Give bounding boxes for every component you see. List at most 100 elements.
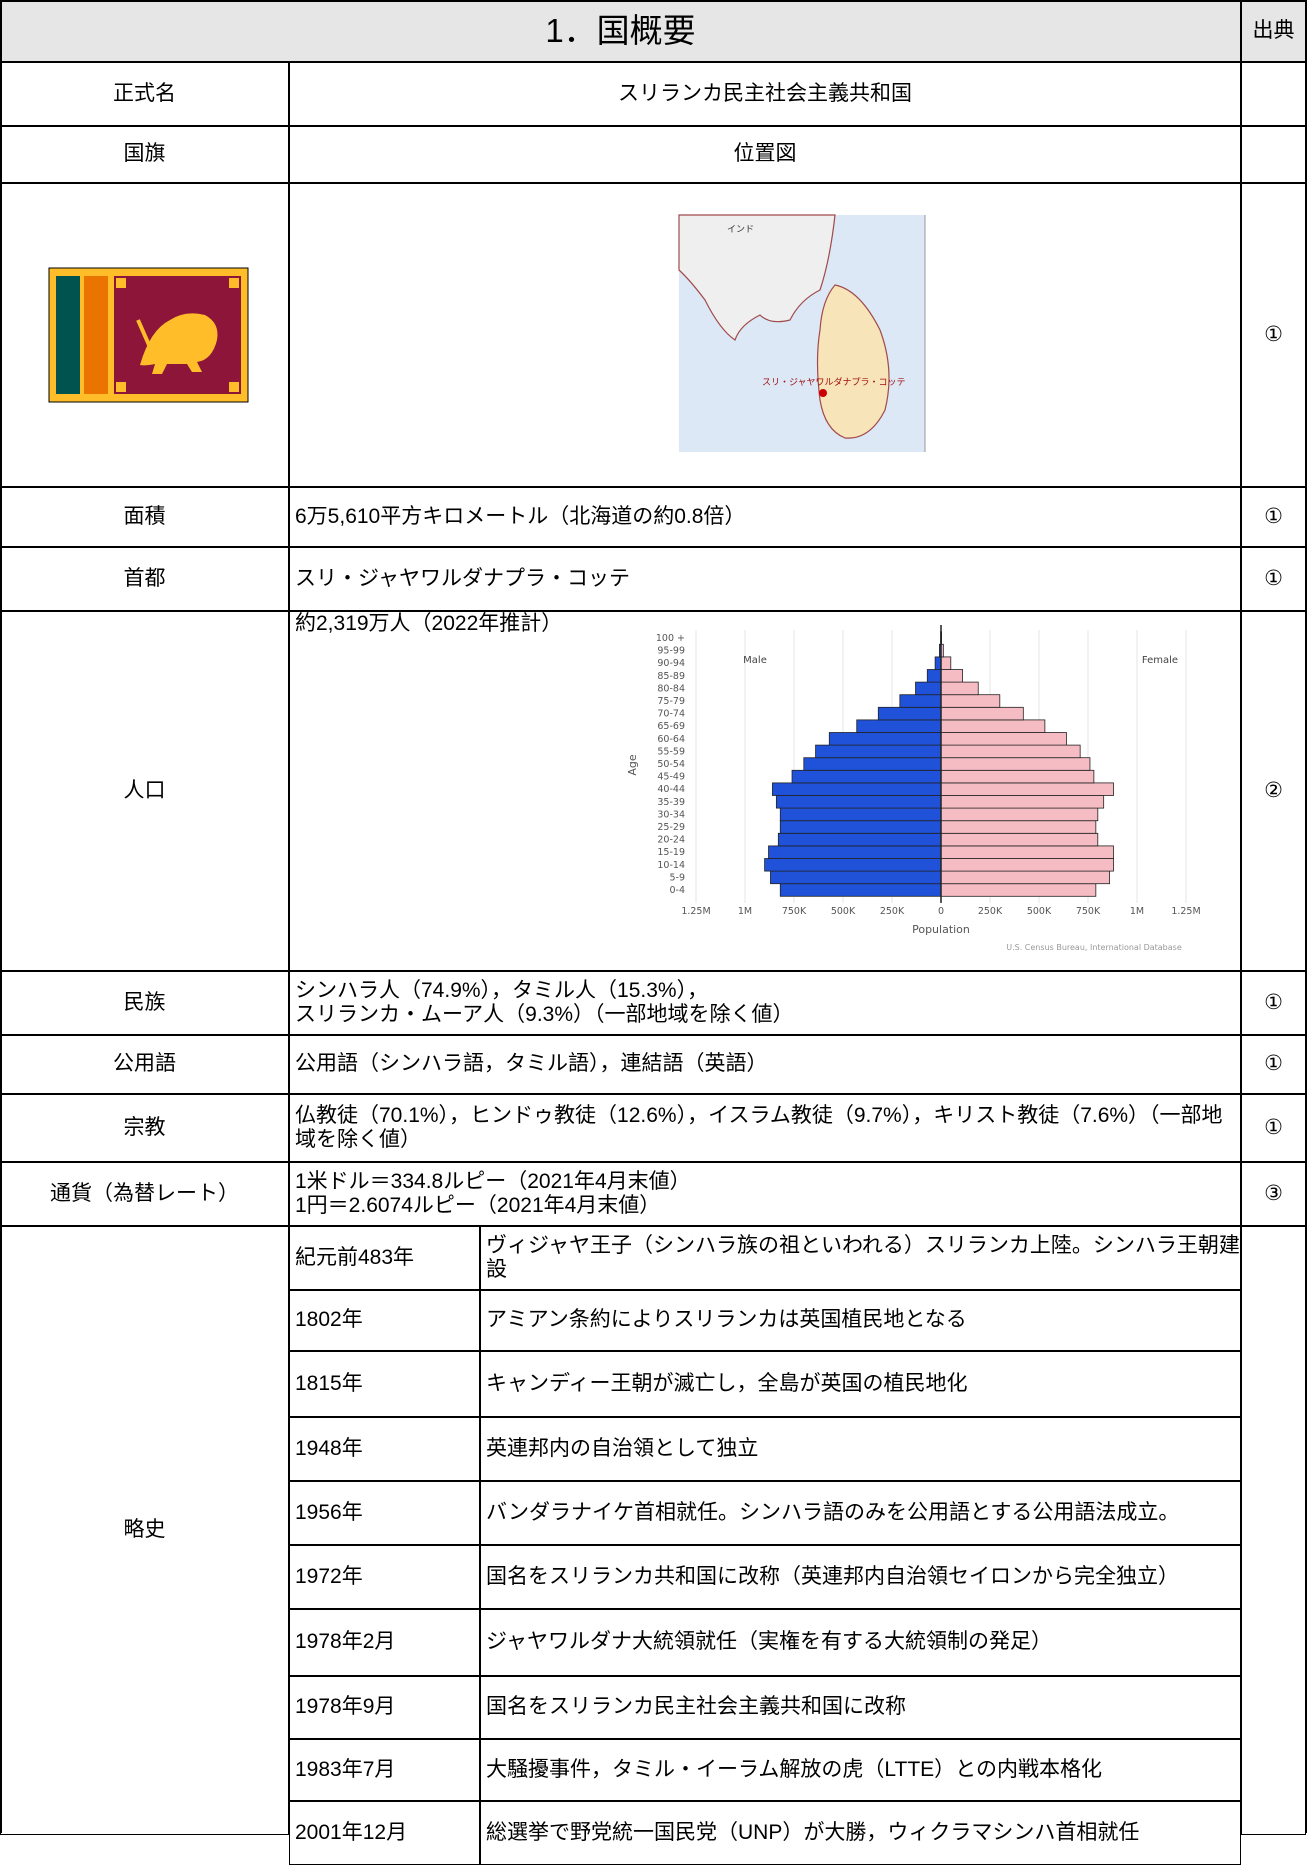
row-value: 位置図 bbox=[289, 126, 1241, 183]
history-event: ヴィジャヤ王子（シンハラ族の祖といわれる）スリランカ上陸。シンハラ王朝建設 bbox=[480, 1226, 1241, 1290]
row-label-text: 通貨（為替レート） bbox=[50, 1182, 239, 1206]
row-label-text: 略史 bbox=[124, 1518, 166, 1542]
history-date-text: 1948年 bbox=[295, 1437, 363, 1461]
history-date-text: 1956年 bbox=[295, 1501, 363, 1525]
row-value-text: スリランカ民主社会主義共和国 bbox=[618, 82, 912, 106]
title: 1．国概要 bbox=[0, 0, 1241, 62]
history-date-text: 1815年 bbox=[295, 1372, 363, 1396]
source bbox=[1241, 126, 1306, 183]
history-date-text: 1972年 bbox=[295, 1565, 363, 1589]
source-text: ① bbox=[1264, 567, 1283, 591]
history-event-text: 英連邦内の自治領として独立 bbox=[486, 1437, 758, 1461]
history-date-text: 1802年 bbox=[295, 1308, 363, 1332]
history-event-text: キャンディー王朝が滅亡し，全島が英国の植民地化 bbox=[486, 1372, 968, 1396]
row-label-text: 公用語 bbox=[113, 1052, 176, 1076]
row-label-text: 宗教 bbox=[124, 1116, 166, 1140]
history-event: 大騒擾事件，タミル・イーラム解放の虎（LTTE）との内戦本格化 bbox=[480, 1739, 1241, 1801]
history-event: 国名をスリランカ民主社会主義共和国に改称 bbox=[480, 1676, 1241, 1739]
row-value: 6万5,610平方キロメートル（北海道の約0.8倍） bbox=[289, 487, 1241, 547]
history-date: 1815年 bbox=[289, 1351, 480, 1417]
source: ① bbox=[1241, 487, 1306, 547]
source: ② bbox=[1241, 611, 1306, 971]
source bbox=[1241, 62, 1306, 126]
history-event: アミアン条約によりスリランカは英国植民地となる bbox=[480, 1290, 1241, 1351]
history-event: ジャヤワルダナ大統領就任（実権を有する大統領制の発足） bbox=[480, 1609, 1241, 1676]
title-text: 1．国概要 bbox=[545, 12, 695, 50]
history-date-text: 1978年2月 bbox=[295, 1630, 395, 1654]
row-label: 面積 bbox=[0, 487, 289, 547]
source: ① bbox=[1241, 1094, 1306, 1162]
history-event: 英連邦内の自治領として独立 bbox=[480, 1417, 1241, 1481]
row-value: 1米ドル＝334.8ルピー（2021年4月末値）1円＝2.6074ルピー（202… bbox=[289, 1162, 1241, 1226]
row-label: 民族 bbox=[0, 971, 289, 1035]
value-line: 1円＝2.6074ルピー（2021年4月末値） bbox=[295, 1194, 660, 1218]
row-value: 約2,319万人（2022年推計） bbox=[289, 611, 1241, 971]
history-event: 総選挙で野党統一国民党（UNP）が大勝，ウィクラマシンハ首相就任 bbox=[480, 1801, 1241, 1865]
row-value: シンハラ人（74.9%），タミル人（15.3%），スリランカ・ムーア人（9.3%… bbox=[289, 971, 1241, 1035]
source: ① bbox=[1241, 547, 1306, 611]
history-event-text: 国名をスリランカ民主社会主義共和国に改称 bbox=[486, 1695, 906, 1719]
row-label-text: 民族 bbox=[124, 991, 166, 1015]
source-text: ① bbox=[1264, 1116, 1283, 1140]
row-label: 宗教 bbox=[0, 1094, 289, 1162]
source bbox=[1241, 1226, 1306, 1835]
history-event-text: 大騒擾事件，タミル・イーラム解放の虎（LTTE）との内戦本格化 bbox=[486, 1758, 1102, 1782]
history-date: 1948年 bbox=[289, 1417, 480, 1481]
row-label-text: 人口 bbox=[124, 779, 166, 803]
row-label: 人口 bbox=[0, 611, 289, 971]
source: ③ bbox=[1241, 1162, 1306, 1226]
source-text: ① bbox=[1264, 1052, 1283, 1076]
row-label: 略史 bbox=[0, 1226, 289, 1835]
value-line: 仏教徒（70.1%），ヒンドゥ教徒（12.6%），イスラム教徒（9.7%），キリ… bbox=[295, 1104, 1240, 1152]
row-label-text: 国旗 bbox=[124, 142, 166, 166]
row-label-text: 正式名 bbox=[113, 82, 176, 106]
source-text: ② bbox=[1264, 779, 1283, 803]
row-value: 公用語（シンハラ語，タミル語），連結語（英語） bbox=[289, 1035, 1241, 1094]
row-value: スリ・ジャヤワルダナプラ・コッテ bbox=[289, 547, 1241, 611]
source-header-text: 出典 bbox=[1253, 19, 1295, 43]
row-value: 仏教徒（70.1%），ヒンドゥ教徒（12.6%），イスラム教徒（9.7%），キリ… bbox=[289, 1094, 1241, 1162]
source: ① bbox=[1241, 183, 1306, 487]
row-label: 国旗 bbox=[0, 126, 289, 183]
source: ① bbox=[1241, 971, 1306, 1035]
history-event: バンダラナイケ首相就任。シンハラ語のみを公用語とする公用語法成立。 bbox=[480, 1481, 1241, 1545]
row-label: 首都 bbox=[0, 547, 289, 611]
source-text: ③ bbox=[1264, 1182, 1283, 1206]
value-line: シンハラ人（74.9%），タミル人（15.3%）， bbox=[295, 979, 708, 1003]
history-date-text: 1978年9月 bbox=[295, 1695, 395, 1719]
flag-cell bbox=[0, 183, 289, 487]
history-date-text: 紀元前483年 bbox=[295, 1246, 414, 1270]
row-label: 公用語 bbox=[0, 1035, 289, 1094]
history-date: 1972年 bbox=[289, 1545, 480, 1609]
row-label: 通貨（為替レート） bbox=[0, 1162, 289, 1226]
source-header: 出典 bbox=[1241, 0, 1306, 62]
history-date: 1978年9月 bbox=[289, 1676, 480, 1739]
history-date: 紀元前483年 bbox=[289, 1226, 480, 1290]
history-event-text: 国名をスリランカ共和国に改称（英連邦内自治領セイロンから完全独立） bbox=[486, 1565, 1179, 1589]
value-line: 1米ドル＝334.8ルピー（2021年4月末値） bbox=[295, 1170, 691, 1194]
history-date: 1802年 bbox=[289, 1290, 480, 1351]
history-event: キャンディー王朝が滅亡し，全島が英国の植民地化 bbox=[480, 1351, 1241, 1417]
value-line: 公用語（シンハラ語，タミル語），連結語（英語） bbox=[295, 1052, 768, 1076]
value-line: スリ・ジャヤワルダナプラ・コッテ bbox=[295, 567, 630, 591]
value-line: 6万5,610平方キロメートル（北海道の約0.8倍） bbox=[295, 505, 745, 529]
history-date: 1956年 bbox=[289, 1481, 480, 1545]
source-text: ① bbox=[1264, 505, 1283, 529]
value-line: スリランカ・ムーア人（9.3%）（一部地域を除く値） bbox=[295, 1003, 794, 1027]
source-text: ① bbox=[1264, 323, 1283, 347]
row-label-text: 面積 bbox=[124, 505, 166, 529]
history-date: 1978年2月 bbox=[289, 1609, 480, 1676]
map-cell bbox=[289, 183, 1241, 487]
row-value-text: 位置図 bbox=[734, 142, 797, 166]
history-date-text: 1983年7月 bbox=[295, 1758, 395, 1782]
row-label: 正式名 bbox=[0, 62, 289, 126]
history-event-text: バンダラナイケ首相就任。シンハラ語のみを公用語とする公用語法成立。 bbox=[486, 1501, 1179, 1525]
history-event-text: ジャヤワルダナ大統領就任（実権を有する大統領制の発足） bbox=[486, 1630, 1052, 1654]
history-event-text: アミアン条約によりスリランカは英国植民地となる bbox=[486, 1308, 967, 1332]
source-text: ① bbox=[1264, 991, 1283, 1015]
history-event: 国名をスリランカ共和国に改称（英連邦内自治領セイロンから完全独立） bbox=[480, 1545, 1241, 1609]
row-value: スリランカ民主社会主義共和国 bbox=[289, 62, 1241, 126]
history-date: 1983年7月 bbox=[289, 1739, 480, 1801]
source: ① bbox=[1241, 1035, 1306, 1094]
